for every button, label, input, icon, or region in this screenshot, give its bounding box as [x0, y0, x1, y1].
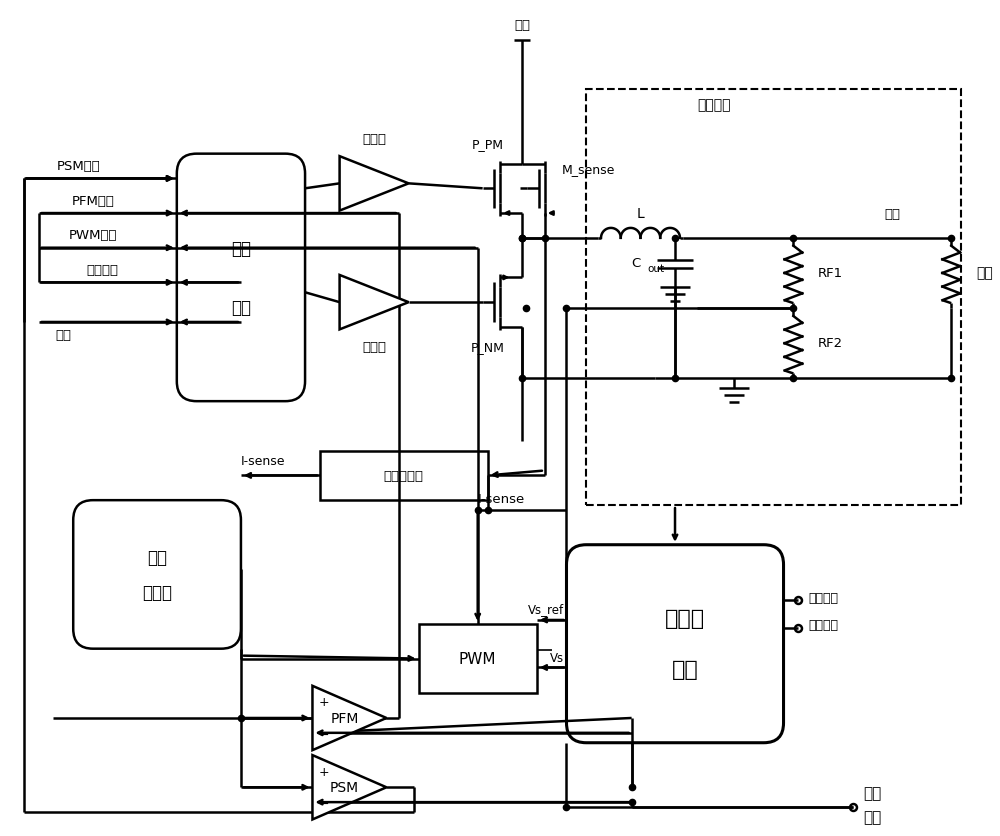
Text: 逻辑: 逻辑 [231, 239, 251, 257]
Text: Vs: Vs [549, 651, 564, 665]
Polygon shape [340, 157, 409, 212]
Text: 软启动: 软启动 [665, 609, 705, 628]
Text: 信号: 信号 [55, 329, 71, 342]
Text: 驱动器: 驱动器 [362, 133, 386, 146]
Text: RF1: RF1 [818, 267, 843, 279]
Text: 输出: 输出 [884, 207, 900, 221]
Text: 片外器件: 片外器件 [698, 98, 731, 112]
Text: 模式选择: 模式选择 [87, 263, 119, 277]
Text: Vs_ref: Vs_ref [527, 602, 564, 614]
Text: RF2: RF2 [818, 337, 843, 349]
Polygon shape [340, 276, 409, 330]
Text: PSM信号: PSM信号 [56, 160, 100, 173]
FancyBboxPatch shape [177, 155, 305, 401]
Text: PFM: PFM [330, 711, 359, 725]
Text: 电压: 电压 [863, 809, 881, 824]
Text: C: C [631, 257, 640, 270]
Text: 复位信号: 复位信号 [808, 591, 838, 604]
Text: L: L [637, 206, 644, 221]
FancyBboxPatch shape [566, 545, 784, 743]
Text: M_sense: M_sense [562, 163, 615, 176]
Text: PWM: PWM [459, 651, 496, 666]
Text: I-sense: I-sense [478, 492, 525, 505]
Text: +: + [319, 765, 330, 777]
Text: +: + [319, 696, 330, 709]
Text: 驱动器: 驱动器 [362, 341, 386, 354]
FancyBboxPatch shape [73, 501, 241, 649]
Polygon shape [312, 686, 386, 750]
Text: PWM信号: PWM信号 [69, 229, 117, 242]
Bar [320, 451, 488, 501]
Text: 电流检测器: 电流检测器 [384, 469, 424, 482]
Text: PSM: PSM [330, 780, 359, 794]
Text: 输入: 输入 [514, 19, 530, 33]
Polygon shape [312, 755, 386, 819]
Text: 电路: 电路 [672, 660, 698, 680]
Text: −: − [319, 797, 330, 810]
Text: out: out [647, 264, 665, 274]
Bar [419, 624, 537, 693]
Text: P_PM: P_PM [472, 138, 504, 151]
Text: 负载: 负载 [976, 266, 993, 280]
Text: 使能信号: 使能信号 [808, 619, 838, 632]
Text: 控制器: 控制器 [142, 584, 172, 602]
Text: 控制: 控制 [231, 298, 251, 317]
Text: P_NM: P_NM [471, 341, 505, 354]
Text: I-sense: I-sense [241, 455, 285, 467]
Bar [586, 90, 961, 506]
Text: −: − [319, 727, 330, 741]
Text: 模式: 模式 [147, 548, 167, 566]
Text: 基准: 基准 [863, 785, 881, 800]
Text: PFM信号: PFM信号 [72, 195, 114, 207]
